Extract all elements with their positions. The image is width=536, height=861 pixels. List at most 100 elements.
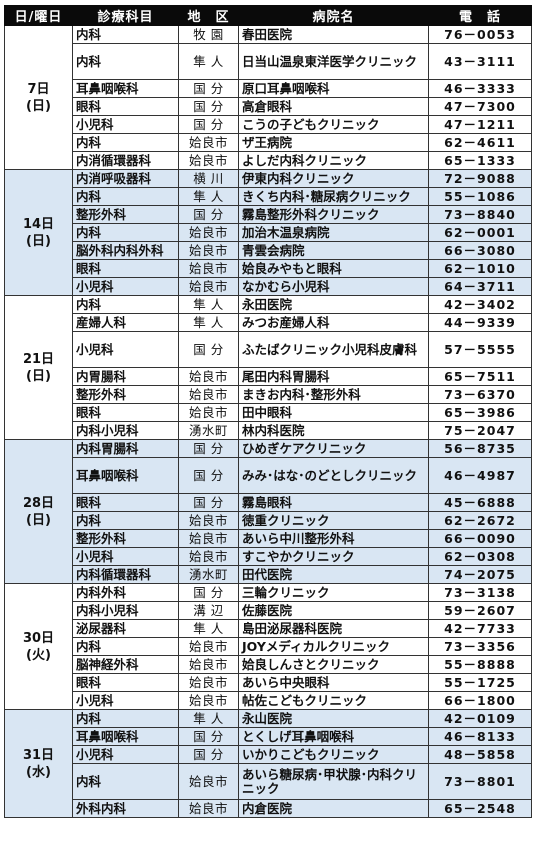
table-row: 小児科国 分ふたばクリニック小児科皮膚科 57－5555 [5,331,532,368]
area-cell: 国 分 [178,205,239,224]
area-cell: 国 分 [178,457,239,494]
table-row: 内科 姶良市 あいら糖尿病･甲状腺･内科クリニック 73－8801 [5,763,532,800]
area-cell: 国 分 [178,97,239,116]
tel-cell: 59－2607 [428,601,532,620]
tel-cell: 46－4987 [428,457,532,494]
table-row: 小児科 姶良市 帖佐こどもクリニック 66－1800 [5,691,532,710]
date-weekday: (日) [26,233,51,249]
hospital-cell: 原口耳鼻咽喉科 [238,79,429,98]
date-weekday: (日) [26,98,51,114]
hospital-cell: 永山医院 [238,709,429,728]
dept-cell: 眼科 [72,673,179,692]
dept-cell: 小児科 [72,691,179,710]
tel-cell: 56－8735 [428,439,532,458]
table-header-row: 日/曜日 診療科目 地 区 病院名 電 話 [4,5,532,26]
table-row: 眼科 姶良市 田中眼科 65－3986 [5,403,532,422]
area-cell: 溝 辺 [178,601,239,620]
dept-cell: 内科 [72,637,179,656]
table-row: 内科隼 人きくち内科･糖尿病クリニック 55－1086 [5,187,532,206]
tel-cell: 47－7300 [428,97,532,116]
table-row: 小児科 姶良市 すこやかクリニック 62－0308 [5,547,532,566]
area-cell: 国 分 [178,745,239,764]
tel-cell: 47－1211 [428,115,532,134]
area-cell: 姶良市 [178,673,239,692]
hospital-cell: 永田医院 [238,295,429,314]
dept-cell: 内科外科 [72,583,179,602]
tel-cell: 46－3333 [428,79,532,98]
area-cell: 姶良市 [178,655,239,674]
dept-cell: 泌尿器科 [72,619,179,638]
area-cell: 国 分 [178,331,239,368]
area-cell: 姶良市 [178,637,239,656]
tel-cell: 57－5555 [428,331,532,368]
table-row: 眼科国 分霧島眼科 45－6888 [5,493,532,512]
dept-cell: 整形外科 [72,205,179,224]
area-cell: 隼 人 [178,295,239,314]
header-hospital: 病院名 [238,5,429,26]
date-weekday: (日) [26,512,51,528]
table-row: 内科 姶良市 ザ王病院 62－4611 [5,133,532,152]
table-row: 小児科 姶良市 なかむら小児科 64－3711 [5,277,532,296]
tel-cell: 62－0001 [428,223,532,242]
dept-cell: 眼科 [72,493,179,512]
dept-cell: 内科胃腸科 [72,439,179,458]
tel-cell: 62－2672 [428,511,532,530]
hospital-cell: 内倉医院 [238,799,429,818]
table-row: 整形外科国 分霧島整形外科クリニック 73－8840 [5,205,532,224]
area-cell: 姶良市 [178,385,239,404]
dept-cell: 耳鼻咽喉科 [72,727,179,746]
tel-cell: 73－6370 [428,385,532,404]
header-dept: 診療科目 [72,5,179,26]
tel-cell: 65－2548 [428,799,532,818]
hospital-cell: 霧島整形外科クリニック [238,205,429,224]
area-cell: 隼 人 [178,619,239,638]
dept-cell: 内胃腸科 [72,367,179,386]
table-row: 30日 (火) 内科外科国 分三輪クリニック 73－3138 [4,583,532,710]
tel-cell: 43－3111 [428,43,532,80]
area-cell: 国 分 [178,727,239,746]
area-cell: 横 川 [178,169,239,188]
hospital-cell: 田中眼科 [238,403,429,422]
area-cell: 隼 人 [178,313,239,332]
table-row: 外科内科 姶良市 内倉医院 65－2548 [5,799,532,818]
dept-cell: 産婦人科 [72,313,179,332]
hospital-cell: あいら糖尿病･甲状腺･内科クリニック [238,763,429,800]
tel-cell: 46－8133 [428,727,532,746]
table-row: 31日 (水) 内科隼 人永山医院 42－0109 [4,709,532,818]
tel-cell: 73－8801 [428,763,532,800]
area-cell: 隼 人 [178,187,239,206]
tel-cell: 65－1333 [428,151,532,170]
table-row: 内科小児科 湧水町 林内科医院 75－2047 [5,421,532,440]
tel-cell: 55－8888 [428,655,532,674]
date-cell: 30日 (火) [4,583,73,710]
hospital-cell: 姶良みやもと眼科 [238,259,429,278]
date-weekday: (水) [26,764,51,780]
table-row: 整形外科 姶良市 あいら中川整形外科 66－0090 [5,529,532,548]
table-row: 7日 (日) 内科牧 園春田医院 76－0053 [4,25,532,170]
area-cell: 姶良市 [178,277,239,296]
date-cell: 21日 (日) [4,295,73,440]
area-cell: 姶良市 [178,367,239,386]
tel-cell: 65－7511 [428,367,532,386]
table-row: 小児科国 分こうの子どもクリニック 47－1211 [5,115,532,134]
tel-cell: 42－7733 [428,619,532,638]
date-weekday: (火) [26,647,51,663]
tel-cell: 66－1800 [428,691,532,710]
table-row: 耳鼻咽喉科国 分原口耳鼻咽喉科 46－3333 [5,79,532,98]
area-cell: 姶良市 [178,799,239,818]
hospital-cell: なかむら小児科 [238,277,429,296]
table-row: 眼科 姶良市 姶良みやもと眼科 62－1010 [5,259,532,278]
hospital-cell: 尾田内科胃腸科 [238,367,429,386]
dept-cell: 内科 [72,295,179,314]
tel-cell: 66－3080 [428,241,532,260]
table-row: 眼科 姶良市 あいら中央眼科 55－1725 [5,673,532,692]
area-cell: 国 分 [178,439,239,458]
hospital-cell: すこやかクリニック [238,547,429,566]
table-row: 内科小児科溝 辺佐藤医院 59－2607 [5,601,532,620]
dept-cell: 内消循環器科 [72,151,179,170]
date-cell: 28日 (日) [4,439,73,584]
area-cell: 姶良市 [178,259,239,278]
date-cell: 14日 (日) [4,169,73,296]
tel-cell: 42－3402 [428,295,532,314]
